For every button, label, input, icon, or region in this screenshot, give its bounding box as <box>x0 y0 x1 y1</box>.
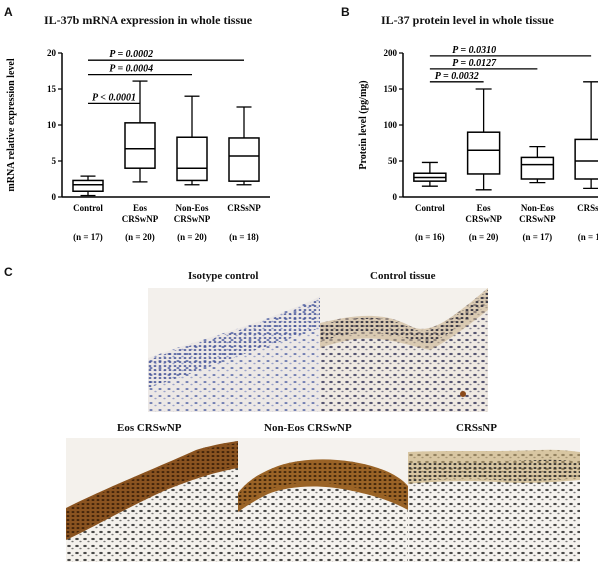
chart-b-category-label: Non-Eos <box>521 203 555 213</box>
chart-a-box <box>72 179 104 192</box>
crssnp-label: CRSsNP <box>456 422 497 434</box>
chart-a-category-label: CRSwNP <box>174 214 211 224</box>
chart-a-box <box>176 136 208 182</box>
isotype-control-label: Isotype control <box>188 270 259 282</box>
chart-a-y-tick-label: 20 <box>47 48 57 58</box>
chart-b-y-tick-label: 200 <box>384 48 398 58</box>
control-tissue-micrograph <box>320 288 488 412</box>
chart-a-p-value: P < 0.0001 <box>92 92 136 103</box>
chart-a: 0 5 10 15 20 mRNA relative expression level Co… <box>6 48 270 242</box>
chart-b-y-label: Protein level (pg/mg) <box>358 80 369 169</box>
chart-b-y-tick-label: 100 <box>384 120 398 130</box>
panel-a-title: IL-37b mRNA expression in whole tissue <box>44 13 253 27</box>
chart-b: 0 50 100 150 200 Protein level (pg/mg) Control… <box>358 45 598 242</box>
chart-b-box <box>574 138 598 180</box>
eos-crswnp-micrograph <box>66 438 238 562</box>
chart-b-category-label: Eos <box>477 203 492 213</box>
chart-b-category-label: CRSwNP <box>519 214 556 224</box>
non-eos-crswnp-label: Non-Eos CRSwNP <box>264 422 352 434</box>
chart-b-category-label: CRSsN <box>577 203 598 213</box>
chart-b-y-tick-label: 0 <box>393 192 398 202</box>
panel-b-title: IL-37 protein level in whole tissue <box>381 13 554 27</box>
eos-crswnp-label: Eos CRSwNP <box>117 422 182 434</box>
chart-a-n-label: (n = 18) <box>229 232 259 242</box>
chart-a-y-label: mRNA relative expression level <box>6 58 17 191</box>
chart-b-y-tick-label: 150 <box>384 84 398 94</box>
chart-a-category-label: Control <box>73 203 103 213</box>
chart-a-box <box>228 137 260 182</box>
chart-a-n-label: (n = 17) <box>73 232 103 242</box>
chart-b-p-value: P = 0.0310 <box>452 45 496 56</box>
chart-b-n-label: (n = 20) <box>469 232 499 242</box>
chart-a-category-label: Eos <box>133 203 148 213</box>
chart-b-n-label: (n = 16) <box>415 232 445 242</box>
control-tissue-label: Control tissue <box>370 270 436 282</box>
chart-b-p-value: P = 0.0032 <box>435 71 479 82</box>
chart-b-p-value: P = 0.0127 <box>452 58 497 69</box>
chart-a-category-label: Non-Eos <box>175 203 209 213</box>
chart-b-category-label: CRSwNP <box>465 214 502 224</box>
chart-b-category-label: Control <box>415 203 445 213</box>
chart-a-box <box>124 122 156 169</box>
panel-a-letter: A <box>4 5 13 19</box>
chart-b-box <box>520 156 555 180</box>
chart-a-p-value: P = 0.0004 <box>109 64 153 75</box>
panel-c-letter: C <box>4 265 13 279</box>
chart-b-n-label: (n = 17) <box>523 232 553 242</box>
chart-a-category-label: CRSwNP <box>122 214 159 224</box>
chart-a-y-tick-label: 0 <box>52 192 57 202</box>
chart-b-n-label: (n = 15 <box>578 232 598 242</box>
non-eos-crswnp-micrograph <box>238 438 408 562</box>
isotype-control-micrograph <box>148 288 320 412</box>
chart-a-n-label: (n = 20) <box>125 232 155 242</box>
chart-a-category-label: CRSsNP <box>227 203 261 213</box>
chart-a-y-tick-label: 15 <box>47 84 57 94</box>
chart-a-y-tick-label: 10 <box>47 120 57 130</box>
chart-a-y-tick-label: 5 <box>52 156 57 166</box>
chart-a-p-value: P = 0.0002 <box>109 49 153 60</box>
chart-b-y-tick-label: 50 <box>388 156 398 166</box>
crssnp-micrograph <box>408 438 580 562</box>
panel-b-letter: B <box>341 5 350 19</box>
chart-a-n-label: (n = 20) <box>177 232 207 242</box>
chart-b-box <box>466 131 501 175</box>
